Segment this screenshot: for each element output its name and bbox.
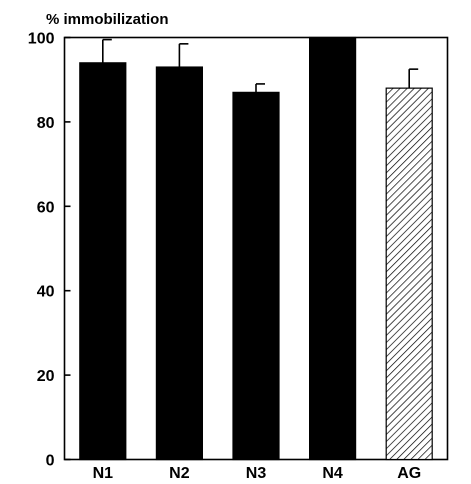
y-axis-label: % immobilization <box>46 11 169 28</box>
y-tick-label: 60 <box>37 199 55 216</box>
x-tick-label: N1 <box>93 465 114 482</box>
y-tick-label: 20 <box>37 368 55 385</box>
bar-ag <box>385 87 433 461</box>
y-tick-label: 0 <box>46 453 55 470</box>
x-tick-label: N4 <box>322 465 343 482</box>
bar-n4 <box>309 36 357 461</box>
y-tick-label: 80 <box>37 115 55 132</box>
y-tick-label: 40 <box>37 284 55 301</box>
y-tick-label: 100 <box>28 31 55 48</box>
bar-n2 <box>155 66 203 461</box>
x-tick-label: N2 <box>169 465 190 482</box>
x-tick-label: N3 <box>246 465 267 482</box>
bar-n3 <box>232 91 280 461</box>
bar-n1 <box>79 62 127 461</box>
x-tick-label: AG <box>397 465 421 482</box>
